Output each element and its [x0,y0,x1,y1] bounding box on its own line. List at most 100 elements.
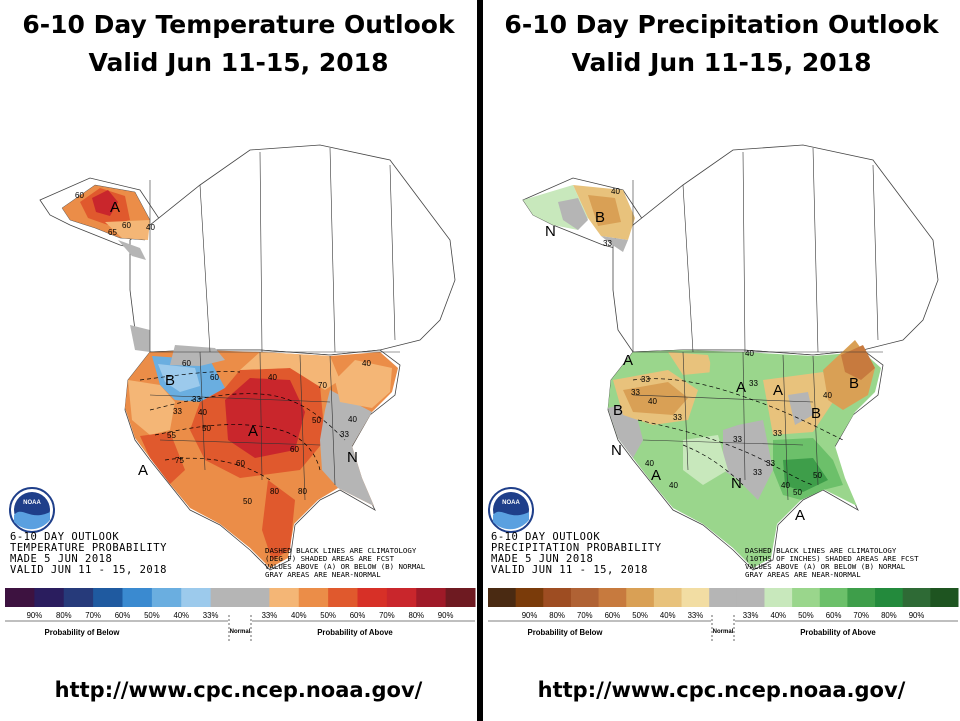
normal-label: Normal [713,629,734,635]
temperature-legend: 90% 80% 70% 60% 50% 40% 33% 33% 40% 50% 60% 70% 80% 9… [5,588,476,643]
iso-label: 60 [210,373,219,382]
iso-label: 33 [631,388,640,397]
legend-swatch [930,588,959,607]
legend-swatch [328,588,359,607]
overlay-line: VALID JUN 11 - 15, 2018 [10,564,167,576]
overlay-line: MADE 5 JUN 2018 [491,553,593,565]
iso-label: 65 [108,228,117,237]
precipitation-region-label: A [651,467,661,484]
legend-swatch [298,588,329,607]
iso-label: 50 [312,416,321,425]
iso-label: 33 [603,239,612,248]
iso-label: 40 [611,187,620,196]
iso-label: 33 [673,413,682,422]
legend-percent-label: 50% [798,611,814,620]
noaa-logo: NOAA [9,487,55,533]
cpc-url[interactable]: http://www.cpc.ncep.noaa.gov/ [54,678,423,702]
disclaimer-line: (DEG F) SHADED AREAS ARE FCST [265,554,395,563]
precipitation-region-label: B [849,375,859,392]
legend-swatch [269,588,300,607]
cpc-url[interactable]: http://www.cpc.ncep.noaa.gov/ [537,678,906,702]
temperature-title: 6-10 Day Temperature Outlook [22,10,455,39]
precipitation-legend: 90% 80% 70% 60% 50% 40% 33% 33% 40% 50% 60% 70% 80% 9… [488,588,959,643]
precipitation-region-label: A [623,352,633,369]
legend-swatch [764,588,793,607]
legend-percent-label: 80% [408,611,424,620]
precipitation-disclaimer: DASHED BLACK LINES ARE CLIMATOLOGY (10TH… [745,546,919,579]
legend-percent-label: 60% [115,611,131,620]
legend-swatch [240,588,270,607]
iso-label: 80 [298,487,307,496]
precipitation-map: B N A B A A B B N A N A 40 33 33 33 40 3… [488,144,939,579]
alaska-precip-shading [523,185,635,252]
probability-below-label: Probability of Below [528,628,604,637]
legend-percent-label: 60% [605,611,621,620]
iso-label: 55 [167,431,176,440]
legend-swatch [847,588,876,607]
noaa-logo-text: NOAA [23,500,41,506]
iso-label: 40 [823,391,832,400]
iso-label: 40 [362,359,371,368]
legend-swatch [736,588,765,607]
legend-percent-label: 80% [881,611,897,620]
precipitation-title: 6-10 Day Precipitation Outlook [504,10,939,39]
iso-label: 40 [645,459,654,468]
legend-percent-label: 70% [85,611,101,620]
iso-label: 80 [270,487,279,496]
legend-swatch [34,588,65,607]
iso-label: 40 [781,481,790,490]
overlay-line: MADE 5 JUN 2018 [10,553,112,565]
legend-percent-label: 40% [660,611,676,620]
temperature-outlook-overlay: 6-10 DAY OUTLOOK TEMPERATURE PROBABILITY… [10,531,167,576]
overlay-line: PRECIPITATION PROBABILITY [491,542,662,554]
legend-swatch [653,588,683,607]
temperature-region-label: A [110,199,120,216]
temperature-panel: 6-10 Day Temperature Outlook Valid Jun 1… [0,0,477,721]
overlay-line: 6-10 DAY OUTLOOK [491,531,600,543]
precipitation-region-label: N [731,475,742,492]
iso-label: 60 [236,459,245,468]
temperature-isoline-labels: 60 65 60 40 33 40 33 50 55 60 60 75 80 4… [75,191,371,506]
legend-percent-label: 40% [770,611,786,620]
disclaimer-line: GRAY AREAS ARE NEAR-NORMAL [265,570,381,579]
legend-percent-label: 90% [522,611,538,620]
iso-label: 50 [202,424,211,433]
precipitation-region-label: N [611,442,622,459]
legend-swatch [5,588,35,607]
precipitation-valid-dates: Valid Jun 11-15, 2018 [571,48,872,77]
temperature-valid-dates: Valid Jun 11-15, 2018 [88,48,389,77]
legend-swatch [543,588,572,607]
iso-label: 60 [290,445,299,454]
iso-label: 75 [175,456,184,465]
legend-percent-label: 70% [379,611,395,620]
legend-swatch [386,588,417,607]
probability-above-label: Probability of Above [800,628,876,637]
legend-swatch [598,588,627,607]
legend-percent-label: 33% [203,611,219,620]
iso-label: 33 [766,459,775,468]
overlay-line: VALID JUN 11 - 15, 2018 [491,564,648,576]
iso-label: 33 [192,395,201,404]
precipitation-region-label: B [595,209,605,226]
legend-swatch [902,588,931,607]
iso-label: 60 [122,221,131,230]
conus-temperature-shading [125,325,398,568]
legend-percent-label: 50% [320,611,336,620]
temperature-region-label: A [248,423,258,440]
precipitation-region-label: A [795,507,805,524]
temperature-disclaimer: DASHED BLACK LINES ARE CLIMATOLOGY (DEG … [265,546,426,579]
precipitation-region-label: N [545,223,556,240]
legend-percent-label: 70% [577,611,593,620]
legend-percent-label: 50% [632,611,648,620]
legend-percent-label: 40% [173,611,189,620]
iso-label: 33 [749,379,758,388]
precipitation-region-label: A [773,382,783,399]
iso-label: 50 [793,488,802,497]
iso-label: 60 [75,191,84,200]
iso-label: 40 [198,408,207,417]
legend-swatch [93,588,124,607]
legend-swatch [488,588,517,607]
legend-percent-label: 70% [853,611,869,620]
temperature-region-label: N [347,449,358,466]
temperature-region-label: A [138,462,148,479]
